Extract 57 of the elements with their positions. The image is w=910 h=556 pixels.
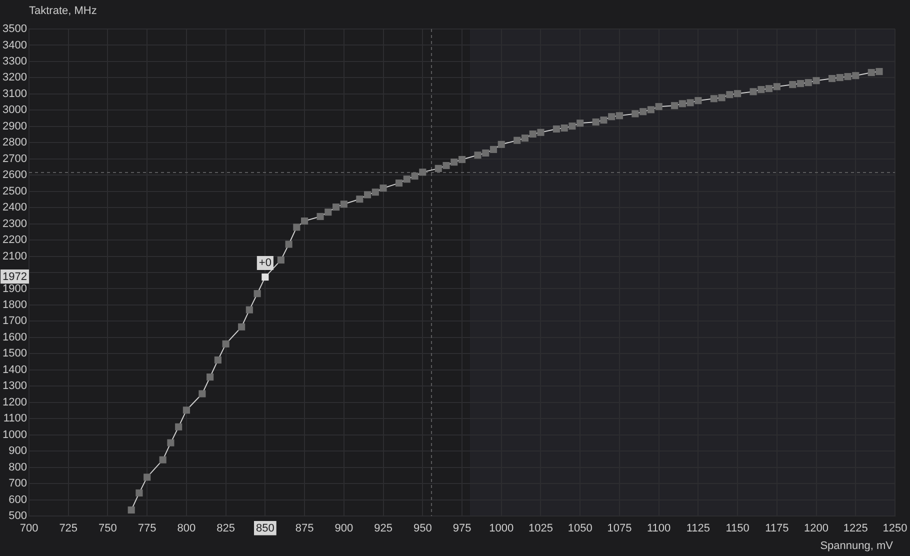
x-tick-label: 1000 [489,522,514,535]
y-tick-label: 1800 [2,299,27,311]
y-tick-label: 2600 [2,169,27,182]
annotation: +0 [258,257,272,270]
x-tick-label: 725 [59,522,78,535]
x-tick-label: 1150 [726,522,750,535]
y-tick-label: 3200 [2,72,27,84]
x-tick-label: 800 [177,522,196,535]
x-tick-label: 1175 [765,522,789,535]
x-tick-label: 850 [256,522,274,535]
y-tick-label: 1200 [2,396,27,408]
y-axis-title: Taktrate, MHz [29,5,97,18]
y-tick-label: 2200 [2,234,27,246]
y-tick-label: 1900 [2,282,27,295]
x-tick-label: 825 [216,522,235,535]
y-tick-label: 2700 [2,152,27,165]
y-tick-label: 2100 [2,250,27,262]
y-tick-label: 900 [8,445,27,458]
y-tick-label: 1600 [2,331,27,344]
y-tick-label: 1100 [3,412,27,425]
x-tick-label: 1025 [528,522,553,535]
y-tick-label: 2500 [2,185,27,198]
x-tick-label: 1250 [882,522,908,535]
x-tick-label: 925 [374,522,392,535]
y-tick-label: 2400 [2,202,27,214]
x-tick-label: 1225 [843,522,868,535]
x-tick-label: 900 [334,522,354,535]
y-tick-label: 600 [8,494,27,506]
y-tick-label: 3100 [2,88,27,100]
y-tick-label: 2900 [2,120,27,132]
x-tick-label: 750 [98,522,117,535]
y-tick-label: 2800 [2,136,27,149]
y-tick-label: 1000 [2,428,27,441]
x-tick-label: 1100 [646,522,671,535]
y-tick-label: 1700 [2,315,27,328]
x-tick-label: 975 [452,522,472,535]
y-tick-label: 1972 [2,271,27,284]
y-tick-label: 500 [8,510,27,522]
x-tick-label: 1125 [686,522,710,535]
x-tick-label: 1200 [804,522,829,535]
x-tick-label: 700 [20,522,38,535]
y-tick-label: 700 [8,478,27,490]
y-tick-label: 2300 [2,218,27,230]
y-tick-label: 800 [8,461,27,474]
y-tick-label: 3500 [2,23,27,36]
y-tick-label: 1300 [2,380,27,392]
y-tick-label: 1400 [2,364,27,376]
x-tick-label: 875 [295,522,314,535]
x-tick-label: 775 [138,522,156,535]
y-tick-label: 3300 [2,56,27,68]
y-tick-label: 3400 [2,39,27,52]
x-tick-label: 1075 [607,522,632,535]
x-tick-label: 950 [413,522,432,535]
x-axis-title: Spannung, mV [820,540,894,552]
x-tick-label: 1050 [568,522,592,535]
y-tick-label: 3000 [2,104,27,116]
y-tick-label: 1500 [2,348,27,360]
